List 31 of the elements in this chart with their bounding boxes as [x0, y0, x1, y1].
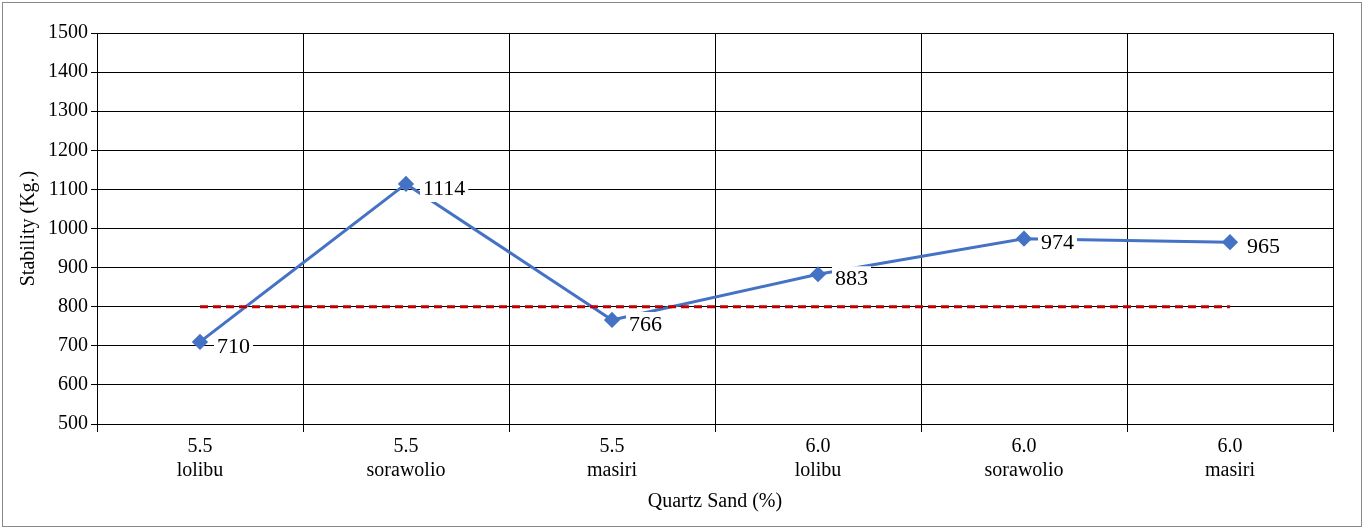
point: [1016, 231, 1032, 247]
y-axis-title: Stability (Kg.): [16, 170, 40, 287]
x-tick-label: 6.0 masiri: [1205, 434, 1256, 481]
y-tick-label: 1500: [48, 20, 88, 43]
x-tick-label: 5.5 lolibu: [176, 434, 224, 481]
y-tick-label: 1100: [48, 176, 88, 199]
y-tick-label: 900: [58, 254, 88, 277]
y-tick-label: 500: [58, 411, 88, 434]
data-label: 974: [1041, 229, 1074, 255]
x-tick-label: 6.0 sorawolio: [984, 434, 1064, 481]
y-tick-label: 1200: [48, 137, 88, 160]
data-label: 883: [835, 265, 868, 291]
data-label: 766: [629, 310, 662, 336]
x-tick-label: 5.5 sorawolio: [366, 434, 446, 481]
x-tick-label: 6.0 lolibu: [794, 434, 842, 481]
y-tick-label: 1300: [48, 98, 88, 121]
x-tick-label: 5.5 masiri: [587, 434, 638, 481]
point: [398, 176, 414, 192]
x-axis-title: Quartz Sand (%): [647, 489, 783, 513]
point: [604, 312, 620, 328]
point: [810, 266, 826, 282]
data-label: 710: [217, 332, 250, 358]
data-label: 965: [1247, 232, 1280, 258]
data-label: 1114: [423, 174, 466, 200]
point: [1222, 234, 1238, 250]
y-tick-label: 1400: [48, 59, 88, 82]
point: [192, 334, 208, 350]
y-tick-label: 1000: [48, 215, 88, 238]
y-tick-label: 800: [58, 293, 88, 316]
y-tick-label: 600: [58, 372, 88, 395]
y-tick-label: 700: [58, 333, 88, 356]
